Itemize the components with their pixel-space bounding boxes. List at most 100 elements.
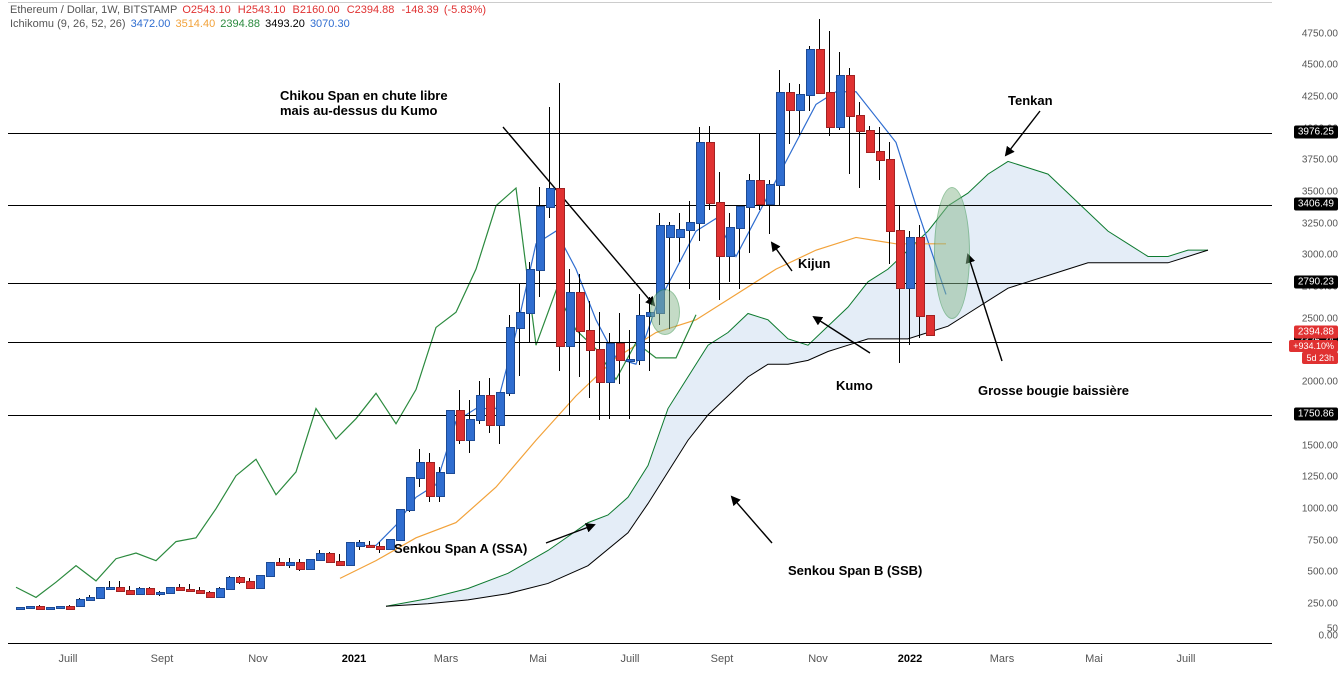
candle — [256, 575, 265, 589]
candle — [736, 206, 745, 230]
candle — [916, 237, 925, 316]
candle — [126, 590, 135, 595]
candle — [626, 359, 635, 362]
candle — [836, 75, 845, 128]
candle — [576, 292, 585, 332]
xtick: Nov — [248, 653, 268, 665]
candle — [926, 315, 935, 336]
candle — [76, 599, 85, 608]
candle — [446, 410, 455, 474]
xtick: Juill — [621, 653, 640, 665]
candle — [496, 392, 505, 426]
candle — [196, 590, 205, 595]
candle — [286, 562, 295, 566]
hline-label: 3406.49 — [1294, 197, 1338, 210]
chart-root: Ethereum / Dollar, 1W, BITSTAMP O2543.10… — [0, 0, 1344, 673]
candle — [116, 587, 125, 592]
candle — [26, 606, 35, 609]
candle — [486, 395, 495, 426]
candle — [416, 462, 425, 479]
candle — [186, 589, 195, 592]
candle — [96, 587, 105, 598]
candle — [596, 349, 605, 383]
candle — [776, 92, 785, 187]
ytick: 4250.00 — [1302, 92, 1338, 103]
candle — [846, 75, 855, 116]
candle — [296, 562, 305, 570]
ytick: 2000.00 — [1302, 377, 1338, 388]
xtick: Sept — [711, 653, 734, 665]
candle — [276, 562, 285, 567]
candle — [396, 509, 405, 542]
candle — [316, 553, 325, 560]
candle — [16, 607, 25, 610]
candle — [666, 225, 675, 238]
candle — [616, 343, 625, 361]
candle — [696, 142, 705, 224]
candle — [516, 312, 525, 329]
candle — [796, 94, 805, 111]
xtick: Juill — [59, 653, 78, 665]
hline-label: 1750.86 — [1294, 407, 1338, 420]
ytick: 2500.00 — [1302, 313, 1338, 324]
candle — [176, 587, 185, 591]
annotation-kumo: Kumo — [836, 378, 873, 393]
candle — [676, 229, 685, 239]
candle — [866, 130, 875, 154]
annotation-tenkan: Tenkan — [1008, 93, 1053, 108]
candle — [556, 188, 565, 347]
candle — [886, 159, 895, 232]
candle — [436, 472, 445, 497]
candle — [756, 180, 765, 205]
ytick: 500.00 — [1307, 567, 1338, 578]
candle — [86, 597, 95, 601]
candle — [236, 577, 245, 583]
annotation-kijun: Kijun — [798, 256, 831, 271]
candle — [786, 92, 795, 112]
candle — [896, 230, 905, 289]
xtick: 2021 — [342, 653, 366, 665]
xtick: Sept — [151, 653, 174, 665]
candle — [876, 151, 885, 161]
candle — [136, 588, 145, 595]
candle — [166, 587, 175, 593]
ytick: 1000.00 — [1302, 503, 1338, 514]
candle — [306, 559, 315, 571]
candle — [336, 561, 345, 566]
candle — [366, 545, 375, 548]
xtick: 2022 — [898, 653, 922, 665]
candle — [246, 581, 255, 589]
candle — [206, 592, 215, 598]
candle — [606, 343, 615, 383]
candle — [406, 477, 415, 511]
candle — [536, 206, 545, 271]
candle — [456, 410, 465, 441]
ytick: 1250.00 — [1302, 472, 1338, 483]
xtick: Mars — [990, 653, 1014, 665]
candle — [426, 462, 435, 497]
ytick: 750.00 — [1307, 535, 1338, 546]
plot-area[interactable]: Chikou Span en chute libremais au-dessus… — [8, 2, 1272, 644]
candle — [326, 553, 335, 563]
ytick: 3000.00 — [1302, 250, 1338, 261]
ytick: 4750.00 — [1302, 28, 1338, 39]
candle — [546, 188, 555, 208]
y-axis: 0.00250.00500.00750.001000.001250.001500… — [1278, 2, 1344, 642]
candle — [476, 395, 485, 421]
candle — [726, 227, 735, 257]
candle — [36, 606, 45, 610]
candle — [816, 49, 825, 94]
ytick: 4500.00 — [1302, 60, 1338, 71]
candle — [526, 269, 535, 314]
ytick: 3500.00 — [1302, 187, 1338, 198]
candle — [266, 562, 275, 578]
x-axis: JuillSeptNov2021MarsMaiJuillSeptNov2022M… — [8, 645, 1272, 673]
xtick: Mai — [529, 653, 547, 665]
candle — [566, 292, 575, 347]
ytick: 1500.00 — [1302, 440, 1338, 451]
candle — [466, 419, 475, 441]
candle — [586, 330, 595, 351]
annotation-ssa: Senkou Span A (SSA) — [394, 541, 527, 556]
ytick: 250.00 — [1307, 598, 1338, 609]
candle — [826, 92, 835, 128]
